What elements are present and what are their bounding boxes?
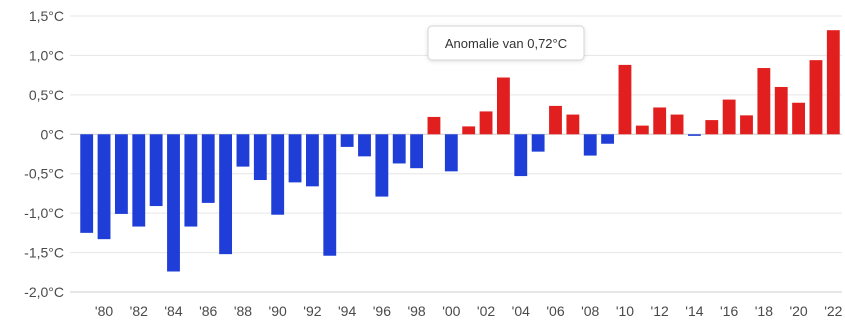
bar-2012[interactable] bbox=[653, 107, 667, 135]
bar-1982[interactable] bbox=[132, 134, 146, 227]
y-tick-label: -0,5°C bbox=[24, 166, 64, 182]
x-tick-label: '92 bbox=[303, 303, 321, 319]
x-tick-label: '12 bbox=[651, 303, 669, 319]
bar-1988[interactable] bbox=[236, 134, 250, 167]
bar-1981[interactable] bbox=[114, 134, 128, 214]
bar-2005[interactable] bbox=[531, 134, 545, 152]
x-tick-label: '04 bbox=[512, 303, 530, 319]
bar-1989[interactable] bbox=[253, 134, 267, 181]
bar-2008[interactable] bbox=[583, 134, 597, 156]
x-tick-label: '88 bbox=[234, 303, 252, 319]
bar-1990[interactable] bbox=[271, 134, 285, 215]
bar-1999[interactable] bbox=[427, 116, 441, 135]
x-tick-label: '98 bbox=[407, 303, 425, 319]
x-tick-label: '80 bbox=[95, 303, 113, 319]
bar-2004[interactable] bbox=[514, 134, 528, 177]
bar-2016[interactable] bbox=[722, 99, 736, 135]
bar-2020[interactable] bbox=[792, 102, 806, 135]
tooltip: Anomalie van 0,72°C bbox=[427, 25, 585, 61]
bar-2022[interactable] bbox=[826, 30, 840, 135]
x-tick-label: '16 bbox=[720, 303, 738, 319]
x-tick-label: '82 bbox=[130, 303, 148, 319]
bar-1998[interactable] bbox=[410, 134, 424, 169]
x-tick-label: '96 bbox=[373, 303, 391, 319]
x-tick-label: '90 bbox=[269, 303, 287, 319]
x-tick-label: '10 bbox=[616, 303, 634, 319]
y-tick-label: -1,5°C bbox=[24, 245, 64, 261]
bar-2018[interactable] bbox=[757, 68, 771, 135]
bar-2009[interactable] bbox=[601, 134, 615, 144]
x-tick-label: '02 bbox=[477, 303, 495, 319]
y-tick-label: -1,0°C bbox=[24, 205, 64, 221]
bar-1994[interactable] bbox=[340, 134, 354, 147]
x-tick-label: '94 bbox=[338, 303, 356, 319]
bar-2014[interactable] bbox=[687, 134, 701, 136]
bar-2001[interactable] bbox=[462, 126, 476, 135]
y-tick-label: 1,5°C bbox=[29, 8, 64, 24]
x-axis: '80 '82 '84 '86 '88 '90 '92 '94 '96 '98 '00 '02 '04 '… bbox=[95, 303, 843, 319]
bar-2019[interactable] bbox=[774, 86, 788, 135]
x-tick-label: '86 bbox=[199, 303, 217, 319]
bar-2021[interactable] bbox=[809, 60, 823, 135]
bar-1995[interactable] bbox=[358, 134, 371, 157]
bar-1997[interactable] bbox=[392, 134, 406, 164]
tooltip-text: Anomalie van 0,72°C bbox=[445, 36, 567, 51]
bar-2013[interactable] bbox=[670, 114, 684, 135]
bar-1979[interactable] bbox=[80, 134, 94, 233]
grid-layer bbox=[70, 15, 842, 293]
x-tick-label: '22 bbox=[824, 303, 842, 319]
x-tick-label: '08 bbox=[581, 303, 599, 319]
x-tick-label: '06 bbox=[546, 303, 564, 319]
bar-2000[interactable] bbox=[444, 134, 458, 172]
bar-2015[interactable] bbox=[705, 120, 719, 135]
x-tick-label: '18 bbox=[755, 303, 773, 319]
bar-2011[interactable] bbox=[635, 125, 649, 135]
bar-1986[interactable] bbox=[201, 134, 215, 203]
bar-2010[interactable] bbox=[618, 64, 632, 135]
y-tick-label: 0°C bbox=[41, 126, 65, 142]
bar-1985[interactable] bbox=[184, 134, 198, 227]
y-tick-label: 1,0°C bbox=[29, 47, 64, 63]
bar-1991[interactable] bbox=[288, 134, 302, 183]
y-axis: 1,5°C 1,0°C 0,5°C 0°C -0,5°C -1,0°C -1,5°C -2,0… bbox=[24, 8, 64, 300]
bar-1987[interactable] bbox=[219, 134, 233, 255]
x-tick-label: '00 bbox=[442, 303, 460, 319]
x-tick-label: '84 bbox=[164, 303, 182, 319]
bars-layer bbox=[80, 30, 840, 272]
bar-1980[interactable] bbox=[97, 134, 111, 240]
bar-1983[interactable] bbox=[149, 134, 163, 207]
tooltip-box bbox=[427, 25, 585, 61]
bar-1984[interactable] bbox=[167, 134, 180, 272]
y-tick-label: -2,0°C bbox=[24, 284, 64, 300]
bar-2002[interactable] bbox=[479, 111, 493, 135]
bar-1992[interactable] bbox=[305, 134, 319, 187]
bar-1993[interactable] bbox=[323, 134, 337, 256]
bar-2006[interactable] bbox=[549, 105, 562, 135]
bar-1996[interactable] bbox=[375, 134, 389, 197]
bar-2017[interactable] bbox=[740, 115, 753, 135]
bar-2007[interactable] bbox=[566, 114, 580, 135]
x-tick-label: '14 bbox=[685, 303, 703, 319]
bar-2003[interactable] bbox=[496, 77, 510, 135]
x-tick-label: '20 bbox=[789, 303, 807, 319]
y-tick-label: 0,5°C bbox=[29, 87, 64, 103]
